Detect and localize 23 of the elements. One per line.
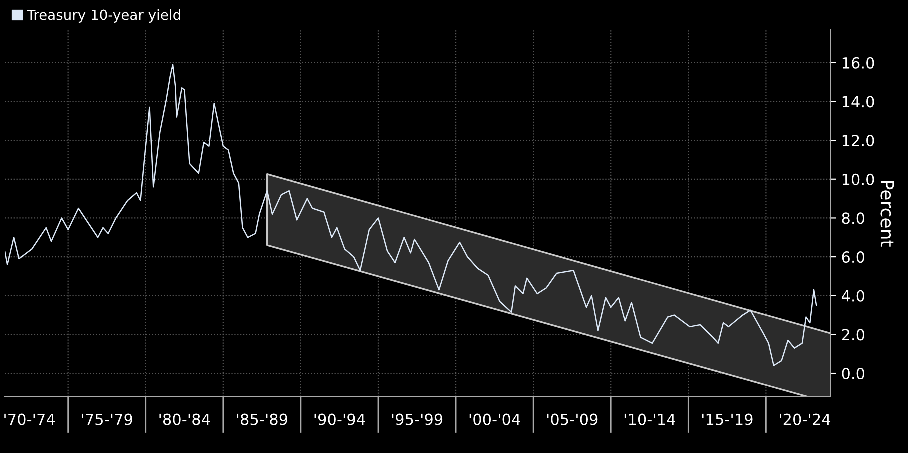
x-tick-label: '85-'89 (237, 414, 288, 426)
y-tick-label: 8.0 (842, 212, 865, 224)
x-tick-label: '90-'94 (314, 414, 366, 426)
y-tick-label: 14.0 (842, 96, 874, 108)
line-series (4, 64, 818, 366)
x-tick-label: '10-'14 (624, 414, 676, 426)
x-tick-label: '70-'74 (4, 414, 56, 426)
y-tick-label: 6.0 (842, 252, 865, 264)
x-tick-label: '20-'24 (780, 414, 831, 426)
y-tick-label: 16.0 (842, 57, 874, 69)
y-axis-title: Percent (880, 181, 894, 247)
x-tick-label: '15-'19 (702, 414, 753, 426)
x-tick-label: '75-'79 (82, 414, 132, 426)
y-tick-label: 12.0 (842, 135, 874, 147)
x-tick-label: '80-'84 (160, 414, 210, 426)
x-tick-label: '95-'99 (392, 414, 443, 426)
legend-label: Treasury 10-year yield (27, 10, 180, 23)
y-tick-label: 10.0 (842, 174, 874, 186)
y-tick-label: 4.0 (842, 290, 865, 302)
x-tick-label: '00-'04 (470, 414, 520, 426)
y-tick-label: 0.0 (842, 368, 865, 380)
y-tick-label: 2.0 (842, 329, 865, 341)
x-tick-label: '05-'09 (547, 414, 598, 426)
